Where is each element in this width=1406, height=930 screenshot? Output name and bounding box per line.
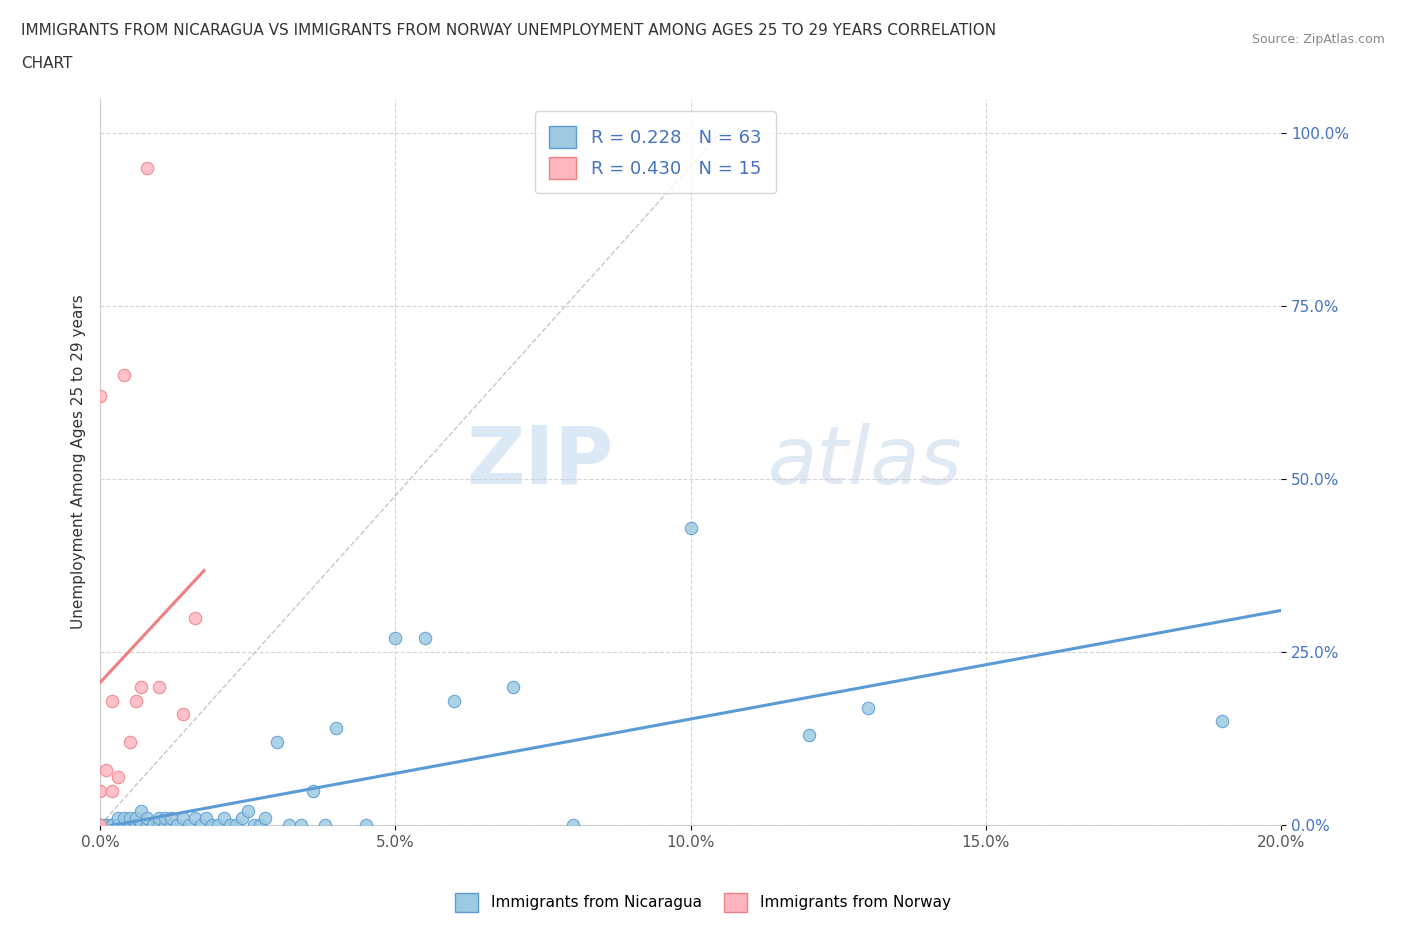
Text: Source: ZipAtlas.com: Source: ZipAtlas.com: [1251, 33, 1385, 46]
Point: [94, 817, 117, 832]
Point: [225, 817, 247, 832]
Point: [314, 817, 336, 832]
Point: [136, 817, 159, 832]
Point: [124, 817, 146, 832]
Point: [231, 811, 253, 826]
Point: [166, 817, 188, 832]
Point: [249, 817, 271, 832]
Point: [131, 679, 153, 694]
Point: [89, 817, 111, 832]
Point: [301, 783, 323, 798]
Legend: R = 0.228   N = 63, R = 0.430   N = 15: R = 0.228 N = 63, R = 0.430 N = 15: [534, 112, 776, 193]
Point: [112, 817, 135, 832]
Point: [502, 679, 524, 694]
Point: [101, 817, 124, 832]
Point: [172, 811, 194, 826]
Point: [142, 817, 165, 832]
Point: [856, 700, 879, 715]
Point: [89, 817, 111, 832]
Point: [443, 693, 465, 708]
Point: [177, 817, 200, 832]
Point: [160, 811, 183, 826]
Point: [124, 811, 146, 826]
Point: [679, 520, 702, 535]
Point: [242, 817, 264, 832]
Point: [107, 817, 129, 832]
Point: [384, 631, 406, 645]
Point: [797, 728, 820, 743]
Text: CHART: CHART: [21, 56, 73, 71]
Point: [118, 817, 141, 832]
Point: [254, 811, 277, 826]
Point: [266, 735, 288, 750]
Point: [101, 783, 124, 798]
Point: [118, 735, 141, 750]
Point: [131, 804, 153, 818]
Point: [278, 817, 301, 832]
Legend: Immigrants from Nicaragua, Immigrants from Norway: Immigrants from Nicaragua, Immigrants fr…: [450, 887, 956, 918]
Point: [107, 769, 129, 784]
Point: [101, 817, 124, 832]
Point: [94, 763, 117, 777]
Point: [413, 631, 436, 645]
Point: [124, 693, 146, 708]
Point: [1211, 714, 1233, 729]
Point: [101, 693, 124, 708]
Point: [236, 804, 259, 818]
Point: [89, 817, 111, 832]
Point: [89, 817, 111, 832]
Point: [190, 817, 212, 832]
Point: [112, 811, 135, 826]
Point: [112, 368, 135, 383]
Point: [153, 811, 176, 826]
Y-axis label: Unemployment Among Ages 25 to 29 years: Unemployment Among Ages 25 to 29 years: [72, 295, 86, 630]
Point: [354, 817, 377, 832]
Point: [212, 811, 235, 826]
Text: IMMIGRANTS FROM NICARAGUA VS IMMIGRANTS FROM NORWAY UNEMPLOYMENT AMONG AGES 25 T: IMMIGRANTS FROM NICARAGUA VS IMMIGRANTS …: [21, 23, 997, 38]
Point: [148, 811, 170, 826]
Point: [561, 817, 583, 832]
Point: [89, 389, 111, 404]
Point: [136, 161, 159, 176]
Text: atlas: atlas: [768, 423, 962, 501]
Point: [136, 811, 159, 826]
Point: [131, 817, 153, 832]
Point: [160, 817, 183, 832]
Point: [290, 817, 312, 832]
Point: [325, 721, 347, 736]
Point: [107, 811, 129, 826]
Point: [94, 817, 117, 832]
Point: [172, 707, 194, 722]
Point: [94, 817, 117, 832]
Text: ZIP: ZIP: [467, 423, 614, 501]
Point: [153, 817, 176, 832]
Point: [183, 811, 205, 826]
Point: [207, 817, 229, 832]
Point: [118, 811, 141, 826]
Point: [148, 679, 170, 694]
Point: [107, 817, 129, 832]
Point: [89, 783, 111, 798]
Point: [112, 817, 135, 832]
Point: [219, 817, 242, 832]
Point: [101, 817, 124, 832]
Point: [131, 817, 153, 832]
Point: [183, 610, 205, 625]
Point: [195, 811, 218, 826]
Point: [148, 817, 170, 832]
Point: [201, 817, 224, 832]
